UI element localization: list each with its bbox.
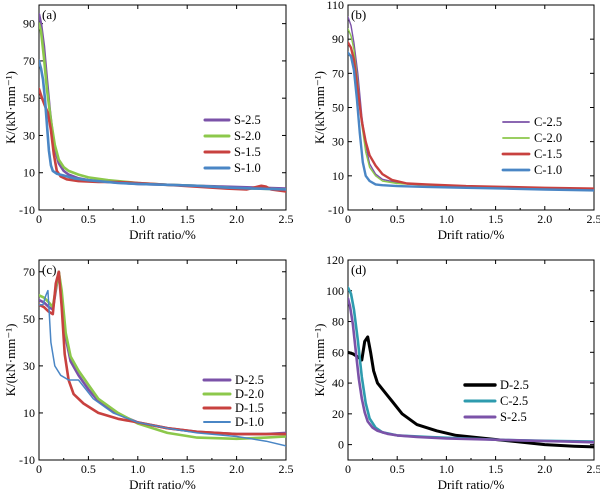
legend-label: C-2.5 <box>534 115 562 129</box>
y-tick-label: -10 <box>328 203 344 217</box>
panel-label: (d) <box>351 262 366 277</box>
legend-label: C-2.0 <box>534 131 562 145</box>
x-tick-label: 0.5 <box>81 462 96 476</box>
legend-label: D-2.5 <box>235 373 264 387</box>
x-tick-label: 1.5 <box>488 462 503 476</box>
x-axis-label: Drift ratio/% <box>129 227 196 242</box>
x-tick-label: 0.5 <box>81 212 96 226</box>
panel-0: 0 0.5 1.0 1.5 2.0 2.5 -10 10 30 50 70 90 Drift ratio… <box>3 4 294 242</box>
x-tick-label: 2.0 <box>537 462 552 476</box>
x-tick-label: 2.0 <box>229 212 244 226</box>
x-tick-label: 1.0 <box>439 212 454 226</box>
legend-label: C-1.5 <box>534 147 562 161</box>
legend-label: D-1.0 <box>235 415 264 429</box>
y-axis-label: K/(kN·mm⁻¹) <box>3 324 18 397</box>
y-tick-label: 70 <box>332 66 344 80</box>
y-tick-label: 90 <box>332 32 344 46</box>
legend-label: D-2.5 <box>500 378 529 392</box>
x-tick-label: 1.0 <box>130 212 145 226</box>
y-tick-label: 10 <box>23 166 35 180</box>
panel-3: 0 0.5 1.0 1.5 2.0 2.5 0 20 40 60 80 100 120 Drift rat… <box>312 253 600 492</box>
y-tick-label: -10 <box>19 203 35 217</box>
series-line-D-1.5 <box>39 270 286 436</box>
series-line-C-1.0 <box>348 51 594 192</box>
y-tick-label: 10 <box>23 406 35 420</box>
x-tick-label: 1.5 <box>180 212 195 226</box>
series-line-C-1.5 <box>348 41 594 190</box>
panel-1: 0 0.5 1.0 1.5 2.0 2.5 -10 10 30 50 70 90 110 Drift ra… <box>312 0 600 242</box>
legend-label: S-2.5 <box>234 113 261 127</box>
y-axis-label: K/(kN·mm⁻¹) <box>312 324 327 397</box>
y-tick-label: 0 <box>338 438 344 452</box>
legend: D-2.5 C-2.5 S-2.5 <box>463 378 529 424</box>
y-axis-label: K/(kN·mm⁻¹) <box>3 71 18 144</box>
y-tick-label: 40 <box>332 376 344 390</box>
x-tick-label: 0.5 <box>390 212 405 226</box>
x-tick-label: 0.5 <box>390 462 405 476</box>
x-tick-label: 1.0 <box>439 462 454 476</box>
y-tick-label: 60 <box>332 345 344 359</box>
y-tick-label: 120 <box>326 253 344 267</box>
y-tick-label: 30 <box>332 135 344 149</box>
y-tick-label: 80 <box>332 315 344 329</box>
series-line-S-1.0 <box>39 59 286 191</box>
x-axis-label: Drift ratio/% <box>129 477 196 492</box>
y-tick-label: 70 <box>23 265 35 279</box>
y-tick-label: 70 <box>23 54 35 68</box>
y-tick-label: 110 <box>326 0 344 12</box>
panel-2: 0 0.5 1.0 1.5 2.0 2.5 -10 10 30 50 70 Drift ratio/%… <box>3 259 294 492</box>
legend: D-2.5D-2.0D-1.5D-1.0 <box>202 373 264 429</box>
panel-label: (b) <box>351 7 366 22</box>
x-tick-label: 1.5 <box>488 212 503 226</box>
y-tick-label: 50 <box>23 91 35 105</box>
y-axis-label: K/(kN·mm⁻¹) <box>312 71 327 144</box>
x-tick-label: 2.0 <box>229 462 244 476</box>
x-tick-label: 1.5 <box>180 462 195 476</box>
x-tick-label: 0 <box>36 462 42 476</box>
x-tick-label: 2.0 <box>537 212 552 226</box>
legend-label: S-2.0 <box>234 129 261 143</box>
y-tick-label: 20 <box>332 407 344 421</box>
x-tick-label: 2.5 <box>279 212 294 226</box>
y-tick-label: 100 <box>326 284 344 298</box>
y-tick-label: 30 <box>23 128 35 142</box>
legend-label: D-2.0 <box>235 387 264 401</box>
series-line-D-2.5 <box>348 335 594 449</box>
x-tick-label: 0 <box>36 212 42 226</box>
legend: C-2.5 C-2.0 C-1.5 C-1.0 <box>501 115 562 177</box>
legend-label: S-2.5 <box>500 410 527 424</box>
plot-frame <box>347 259 595 461</box>
panel-label: (c) <box>42 262 56 277</box>
legend-label: C-2.5 <box>500 394 528 408</box>
x-tick-label: 0 <box>345 462 351 476</box>
legend-label: D-1.5 <box>235 401 264 415</box>
series-line-D-1.0 <box>39 289 286 447</box>
y-tick-label: 50 <box>23 312 35 326</box>
y-tick-label: 50 <box>332 101 344 115</box>
y-tick-label: 30 <box>23 359 35 373</box>
series-line-S-2.5 <box>348 297 594 444</box>
legend-label: S-1.0 <box>234 161 261 175</box>
panel-label: (a) <box>42 7 56 22</box>
x-tick-label: 1.0 <box>130 462 145 476</box>
y-tick-label: 90 <box>23 17 35 31</box>
x-axis-label: Drift ratio/% <box>438 477 505 492</box>
x-tick-label: 2.5 <box>279 462 294 476</box>
y-tick-label: 10 <box>332 169 344 183</box>
x-axis-label: Drift ratio/% <box>438 227 505 242</box>
x-tick-label: 0 <box>345 212 351 226</box>
y-tick-label: -10 <box>19 453 35 467</box>
legend-label: C-1.0 <box>534 163 562 177</box>
legend: S-2.5 S-2.0 S-1.5 S-1.0 <box>203 113 261 175</box>
x-tick-label: 2.5 <box>587 462 600 476</box>
legend-label: S-1.5 <box>234 145 261 159</box>
x-tick-label: 2.5 <box>587 212 600 226</box>
